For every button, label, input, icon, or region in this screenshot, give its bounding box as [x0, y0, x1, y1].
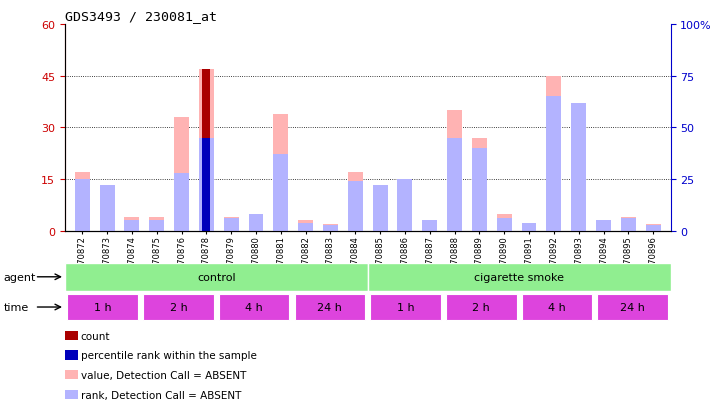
- Bar: [65, 370, 78, 380]
- Bar: [65, 331, 78, 340]
- Bar: [273, 114, 288, 231]
- Bar: [371, 294, 441, 320]
- Bar: [99, 186, 115, 231]
- Text: 24 h: 24 h: [317, 302, 342, 312]
- Bar: [224, 218, 239, 231]
- Bar: [125, 218, 139, 231]
- Bar: [446, 294, 516, 320]
- Bar: [423, 221, 437, 231]
- Text: GDS3493 / 230081_at: GDS3493 / 230081_at: [65, 10, 217, 23]
- Bar: [472, 149, 487, 231]
- Bar: [199, 69, 214, 231]
- Bar: [203, 138, 211, 231]
- Text: time: time: [4, 302, 29, 312]
- Bar: [497, 214, 512, 231]
- Bar: [298, 221, 313, 231]
- Bar: [397, 180, 412, 231]
- Bar: [249, 215, 263, 231]
- Bar: [521, 223, 536, 231]
- Bar: [348, 173, 363, 231]
- Text: count: count: [81, 331, 110, 341]
- Bar: [218, 294, 289, 320]
- Text: 1 h: 1 h: [397, 302, 415, 312]
- Bar: [521, 224, 536, 231]
- Bar: [571, 103, 586, 231]
- Bar: [646, 224, 660, 231]
- Bar: [497, 219, 512, 231]
- Text: agent: agent: [4, 272, 36, 282]
- Text: value, Detection Call = ABSENT: value, Detection Call = ABSENT: [81, 370, 246, 380]
- Bar: [125, 221, 139, 231]
- Bar: [65, 390, 78, 399]
- Bar: [298, 223, 313, 231]
- Bar: [621, 219, 636, 231]
- Bar: [68, 294, 138, 320]
- Bar: [646, 225, 660, 231]
- Bar: [621, 218, 636, 231]
- Bar: [75, 173, 89, 231]
- Bar: [547, 76, 562, 231]
- Text: 4 h: 4 h: [245, 302, 263, 312]
- Bar: [143, 294, 213, 320]
- Bar: [522, 294, 593, 320]
- Bar: [174, 118, 189, 231]
- Text: control: control: [197, 272, 236, 282]
- Bar: [323, 225, 338, 231]
- Bar: [99, 187, 115, 231]
- Bar: [295, 294, 365, 320]
- Bar: [397, 180, 412, 231]
- Bar: [224, 219, 239, 231]
- Bar: [65, 263, 368, 291]
- Bar: [323, 224, 338, 231]
- Text: 4 h: 4 h: [548, 302, 566, 312]
- Text: percentile rank within the sample: percentile rank within the sample: [81, 351, 257, 361]
- Bar: [547, 97, 562, 231]
- Bar: [348, 182, 363, 231]
- Text: 2 h: 2 h: [169, 302, 187, 312]
- Bar: [598, 294, 668, 320]
- Text: 2 h: 2 h: [472, 302, 490, 312]
- Text: rank, Detection Call = ABSENT: rank, Detection Call = ABSENT: [81, 390, 241, 400]
- Bar: [423, 221, 437, 231]
- Bar: [447, 111, 462, 231]
- Text: cigarette smoke: cigarette smoke: [474, 272, 564, 282]
- Bar: [174, 173, 189, 231]
- Bar: [203, 69, 211, 231]
- Text: 1 h: 1 h: [94, 302, 112, 312]
- Bar: [75, 180, 89, 231]
- Bar: [373, 187, 388, 231]
- Bar: [472, 138, 487, 231]
- Bar: [571, 111, 586, 231]
- Bar: [373, 186, 388, 231]
- Bar: [447, 138, 462, 231]
- Bar: [596, 221, 611, 231]
- Bar: [65, 351, 78, 360]
- Bar: [273, 155, 288, 231]
- Bar: [596, 221, 611, 231]
- Text: 24 h: 24 h: [620, 302, 645, 312]
- Bar: [199, 138, 214, 231]
- Bar: [249, 214, 263, 231]
- Bar: [149, 218, 164, 231]
- Bar: [368, 263, 671, 291]
- Bar: [149, 221, 164, 231]
